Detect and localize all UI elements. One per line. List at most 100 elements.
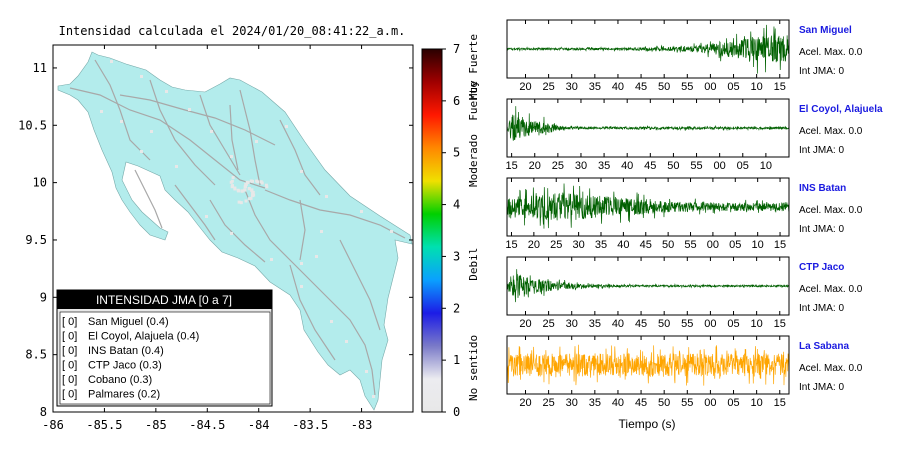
town-marker <box>230 232 233 235</box>
town-marker <box>300 285 303 288</box>
waveform-panel: 15 20 25 30 35 40 45 50 55 00 05 10 El Coyol, Alajue… <box>505 98 883 172</box>
waveform-x-tick-label: 15 <box>774 239 786 251</box>
waveform-x-tick-label: 50 <box>658 397 670 409</box>
legend-row-label: San Miguel (0.4) <box>88 316 169 328</box>
colorbar-tick-label: 5 <box>453 146 460 160</box>
town-marker <box>330 320 333 323</box>
waveform-frame <box>506 177 790 237</box>
waveform-x-tick-label: 00 <box>704 81 716 93</box>
waveform-x-tick-label: 55 <box>690 160 702 172</box>
waveform-x-tick-label: 10 <box>760 160 772 172</box>
map-y-tick-label: 8 <box>40 405 47 419</box>
waveform-x-tick-label: 35 <box>589 318 601 330</box>
legend-row-code: [ 0] <box>62 345 77 357</box>
town-marker <box>246 180 250 184</box>
map-x-tick-label: -83 <box>351 418 373 432</box>
waveform-frame <box>506 19 790 79</box>
waveform-x-tick-label: 20 <box>519 397 531 409</box>
legend-row-label: Cobano (0.3) <box>88 374 152 386</box>
map-x-tick-label: -85 <box>145 418 167 432</box>
waveform-x-tick-label: 45 <box>644 160 656 172</box>
town-marker <box>360 210 363 213</box>
waveform-x-tick-label: 20 <box>519 81 531 93</box>
intensity-colorbar: 0 1 2 3 4 5 6 7 No sentido Debil Moderado FuerteMu… <box>421 34 480 419</box>
colorbar-tick-label: 6 <box>453 94 460 108</box>
waveform-x-tick-label: 40 <box>621 160 633 172</box>
waveform-x-tick-label: 50 <box>662 239 674 251</box>
intensity-legend: INTENSIDAD JMA [0 a 7] [ 0] San Miguel (0… <box>56 289 273 407</box>
map-frame <box>52 44 414 413</box>
waveform-x-tick-label: 30 <box>566 318 578 330</box>
town-marker <box>250 188 254 192</box>
town-marker <box>372 395 375 398</box>
waveform-x-tick-label: 15 <box>774 397 786 409</box>
waveform-x-tick-label: 15 <box>505 160 517 172</box>
legend-row-label: Palmares (0.2) <box>88 389 160 401</box>
waveform-x-tick-label: 05 <box>727 397 739 409</box>
waveform-x-tick-label: 35 <box>589 81 601 93</box>
station-name: San Miguel <box>799 25 852 36</box>
road <box>264 189 406 239</box>
legend-rows: [ 0] San Miguel (0.4) [ 0] El Coyol, Alajue… <box>62 316 199 401</box>
waveform-x-tick-label: 45 <box>640 239 652 251</box>
road <box>279 119 321 196</box>
waveform-x-tick-label: 20 <box>528 239 540 251</box>
road <box>209 199 266 263</box>
waveform-x-tick-label: 10 <box>751 81 763 93</box>
town-marker <box>237 200 241 204</box>
legend-row-code: [ 0] <box>62 389 77 401</box>
waveform-panel: 15 20 25 30 35 40 45 50 55 00 05 10 15 INS Batan Acel.… <box>505 177 863 251</box>
station-acel-max: Acel. Max. 0.0 <box>799 363 863 374</box>
waveform-x-tick-label: 05 <box>729 239 741 251</box>
town-marker <box>315 255 318 258</box>
road <box>199 94 241 176</box>
town-marker <box>231 175 235 179</box>
legend-header <box>57 290 272 309</box>
colorbar-tick-label: 3 <box>453 249 460 263</box>
waveform-x-tick-label: 20 <box>529 160 541 172</box>
waveform-x-tick-label: 00 <box>704 318 716 330</box>
station-jma-intensity: Int JMA: 0 <box>799 303 844 314</box>
town-marker <box>365 370 368 373</box>
town-marker <box>251 191 255 195</box>
road <box>229 104 239 171</box>
legend-row-code: [ 0] <box>62 331 77 343</box>
road <box>299 199 306 261</box>
waveform-panel: 20 25 30 35 40 45 50 55 00 05 10 15 CTP Jaco Acel. Ma… <box>506 256 863 330</box>
map-x-tick-label: -85.5 <box>86 418 122 432</box>
legend-list-box <box>59 311 271 405</box>
station-jma-intensity: Int JMA: 0 <box>799 382 844 393</box>
map-y-tick-label: 8.5 <box>25 348 47 362</box>
town-marker <box>230 179 234 183</box>
waveform-x-tick-label: 30 <box>566 397 578 409</box>
waveform-x-tick-label: 05 <box>737 160 749 172</box>
waveform-x-tick-label: 30 <box>566 81 578 93</box>
station-jma-intensity: Int JMA: 0 <box>799 224 844 235</box>
town-marker <box>120 120 123 123</box>
colorbar-class-label: Muy Fuerte <box>467 34 480 100</box>
town-marker <box>320 230 323 233</box>
town-marker <box>345 340 348 343</box>
map-x-tick-label: -84 <box>248 418 270 432</box>
town-marker <box>244 182 248 186</box>
town-marker <box>250 179 254 183</box>
road <box>174 184 216 241</box>
waveform-x-tick-label: 25 <box>550 239 562 251</box>
town-marker <box>247 187 251 191</box>
waveform-x-tick-label: 15 <box>505 239 517 251</box>
waveform-x-tick-label: 10 <box>752 239 764 251</box>
town-marker <box>256 180 260 184</box>
station-name: CTP Jaco <box>799 262 844 273</box>
town-marker <box>243 188 247 192</box>
waveform-x-tick-label: 15 <box>774 318 786 330</box>
town-marker <box>233 186 237 190</box>
town-marker <box>325 195 328 198</box>
legend-title: INTENSIDAD JMA [0 a 7] <box>96 293 232 307</box>
legend-row-code: [ 0] <box>62 360 77 372</box>
town-marker <box>240 189 244 193</box>
town-marker <box>270 258 273 261</box>
colorbar-tick-label: 7 <box>453 42 460 56</box>
waveform-x-tick-label: 05 <box>727 81 739 93</box>
map-y-tick-label: 9.5 <box>25 233 47 247</box>
